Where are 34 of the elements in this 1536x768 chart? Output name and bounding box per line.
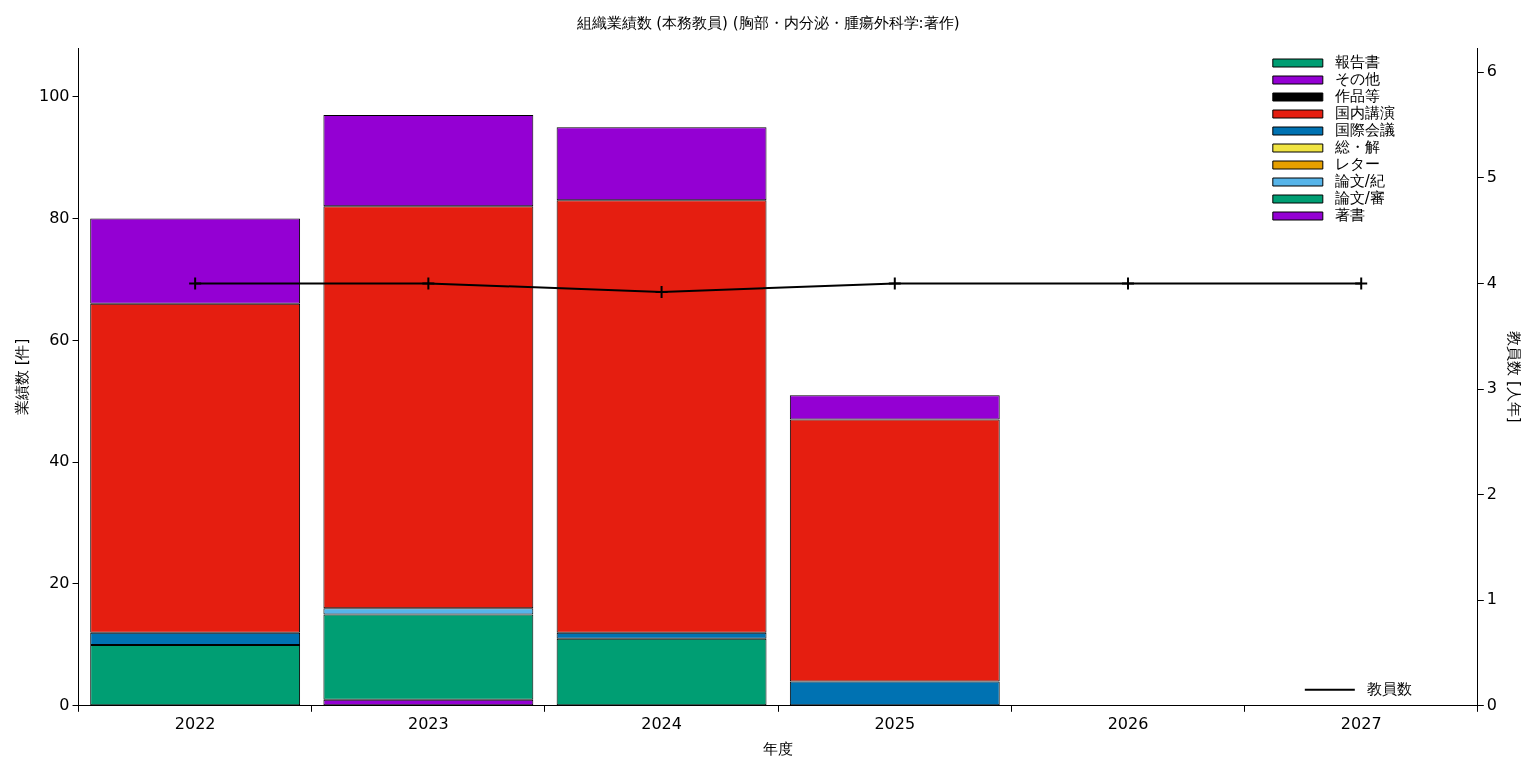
legend-label: 国際会議 bbox=[1334, 120, 1395, 139]
y2-tick-label: 1 bbox=[1486, 589, 1498, 609]
x-tick-label: 2025 bbox=[874, 713, 916, 733]
legend-label: 教員数 bbox=[1366, 679, 1412, 698]
y2-tick-label: 5 bbox=[1486, 167, 1498, 187]
legend-label: 報告書 bbox=[1334, 52, 1380, 71]
legend-label: レター bbox=[1334, 154, 1380, 173]
legend-label: 総・解 bbox=[1333, 137, 1380, 156]
y-tick-label: 40 bbox=[49, 451, 70, 471]
y2-tick-label: 6 bbox=[1486, 61, 1498, 81]
y-tick-label: 20 bbox=[49, 573, 70, 593]
y2-tick-label: 4 bbox=[1486, 272, 1498, 292]
y2-axis-title: 教員数 [人年] bbox=[1505, 331, 1524, 423]
legend-label: その他 bbox=[1334, 69, 1380, 88]
y2-tick-label: 3 bbox=[1486, 378, 1498, 398]
legend-label: 論文/紀 bbox=[1334, 171, 1385, 190]
y-tick-label: 0 bbox=[59, 694, 70, 714]
y-axis-title: 業績数 [件] bbox=[12, 338, 31, 416]
legend-label: 作品等 bbox=[1333, 86, 1380, 105]
x-tick-label: 2026 bbox=[1107, 713, 1149, 733]
x-tick-label: 2022 bbox=[174, 713, 216, 733]
legend-label: 論文/審 bbox=[1334, 188, 1385, 207]
x-tick-label: 2024 bbox=[641, 713, 682, 733]
chart-title: 組織業績数 (本務教員) (胸部・内分泌・腫瘍外科学:著作) bbox=[575, 13, 960, 32]
x-tick-label: 2023 bbox=[408, 713, 449, 733]
x-axis-title: 年度 bbox=[763, 739, 794, 758]
x-tick-label: 2027 bbox=[1340, 713, 1382, 733]
y2-tick-label: 2 bbox=[1486, 483, 1498, 503]
y-tick-label: 100 bbox=[38, 85, 70, 105]
y2-tick-label: 0 bbox=[1486, 694, 1498, 714]
legend-label: 国内講演 bbox=[1334, 103, 1395, 122]
y-tick-label: 80 bbox=[49, 207, 70, 227]
y-tick-label: 60 bbox=[49, 329, 70, 349]
legend-label: 著書 bbox=[1334, 205, 1365, 224]
